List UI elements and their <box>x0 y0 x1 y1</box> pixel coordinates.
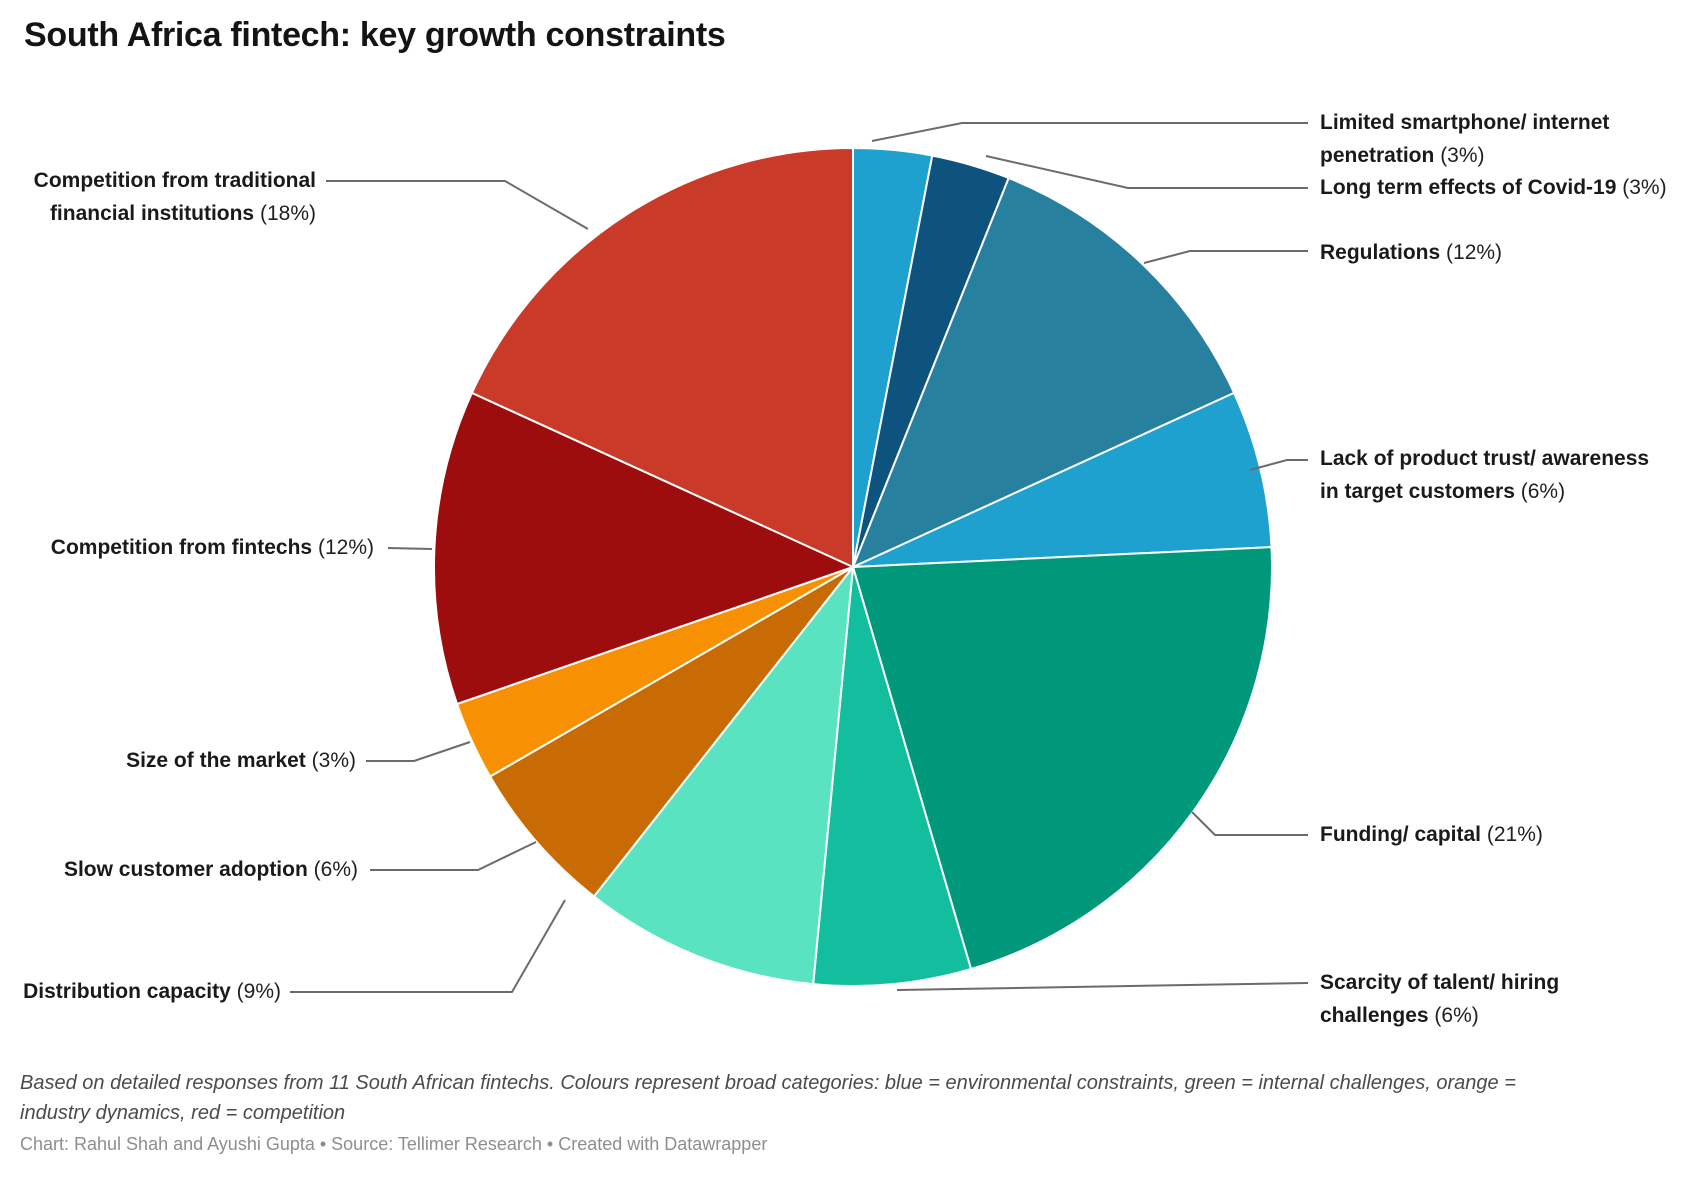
slice-label-name: Regulations <box>1320 241 1441 264</box>
slice-label-pct: (6%) <box>1434 1004 1479 1027</box>
leader-line <box>871 122 1308 142</box>
chart-title: South Africa fintech: key growth constra… <box>24 16 726 54</box>
leader-line <box>1249 459 1308 471</box>
slice-label-name: Long term effects of Covid-19 <box>1320 176 1617 199</box>
slice-label-pct: (3%) <box>1440 144 1485 167</box>
slice-label-name: Funding/ capital <box>1320 823 1481 846</box>
leader-line <box>370 841 537 871</box>
slice-label-pct: (21%) <box>1486 823 1543 846</box>
leader-line <box>366 741 471 762</box>
slice-label-pct: (9%) <box>236 980 281 1003</box>
leader-line <box>290 899 566 993</box>
slice-label: Regulations (12%) <box>1320 236 1680 269</box>
slice-label-name: Slow customer adoption <box>63 858 308 881</box>
leader-line <box>387 547 433 550</box>
pie-slice-3[interactable] <box>852 177 1236 568</box>
slice-label-name: Distribution capacity <box>23 980 231 1003</box>
leader-line <box>1191 811 1308 836</box>
pie-slice-10[interactable] <box>433 391 854 705</box>
slice-label-name: Competition from traditional financial i… <box>33 169 316 225</box>
leader-line <box>326 180 589 230</box>
slice-label: Distribution capacity (9%) <box>0 975 281 1008</box>
slice-label-pct: (12%) <box>317 536 374 559</box>
pie-slice-7[interactable] <box>593 566 854 986</box>
pie-slice-11[interactable] <box>470 147 854 568</box>
slice-label-name: Scarcity of talent/ hiring challenges <box>1320 971 1560 1027</box>
pie-slice-6[interactable] <box>812 566 972 987</box>
slice-label-name: Lack of product trust/ awareness in targ… <box>1320 447 1650 503</box>
slice-label: Competition from traditional financial i… <box>0 164 316 230</box>
chart-notes: Based on detailed responses from 11 Sout… <box>20 1072 1516 1124</box>
slice-label: Competition from fintechs (12%) <box>0 531 374 564</box>
slice-label-pct: (6%) <box>1520 480 1566 503</box>
slice-label: Long term effects of Covid-19 (3%) <box>1320 171 1670 204</box>
slice-label: Lack of product trust/ awareness in targ… <box>1320 442 1670 508</box>
slice-label-name: Competition from fintechs <box>50 536 313 559</box>
slice-label-pct: (6%) <box>313 858 358 881</box>
slice-label: Funding/ capital (21%) <box>1320 818 1680 851</box>
leader-line <box>1143 250 1308 264</box>
pie-slice-8[interactable] <box>489 566 854 898</box>
slice-label-pct: (18%) <box>259 202 316 225</box>
slice-label: Slow customer adoption (6%) <box>0 853 358 886</box>
slice-label-name: Limited smartphone/ internet penetration <box>1320 111 1610 167</box>
slice-label: Size of the market (3%) <box>0 744 356 777</box>
slice-label-pct: (3%) <box>1622 176 1667 199</box>
slice-label: Scarcity of talent/ hiring challenges (6… <box>1320 966 1650 1032</box>
leader-line <box>985 155 1308 189</box>
slice-label-pct: (12%) <box>1446 241 1503 264</box>
pie-slice-5[interactable] <box>852 546 1273 970</box>
slice-label-pct: (3%) <box>311 749 356 772</box>
slice-label-name: Size of the market <box>126 749 306 772</box>
slice-label: Limited smartphone/ internet penetration… <box>1320 106 1660 172</box>
leader-line <box>896 982 1309 991</box>
chart-attribution: Chart: Rahul Shah and Ayushi Gupta • Sou… <box>20 1134 768 1154</box>
